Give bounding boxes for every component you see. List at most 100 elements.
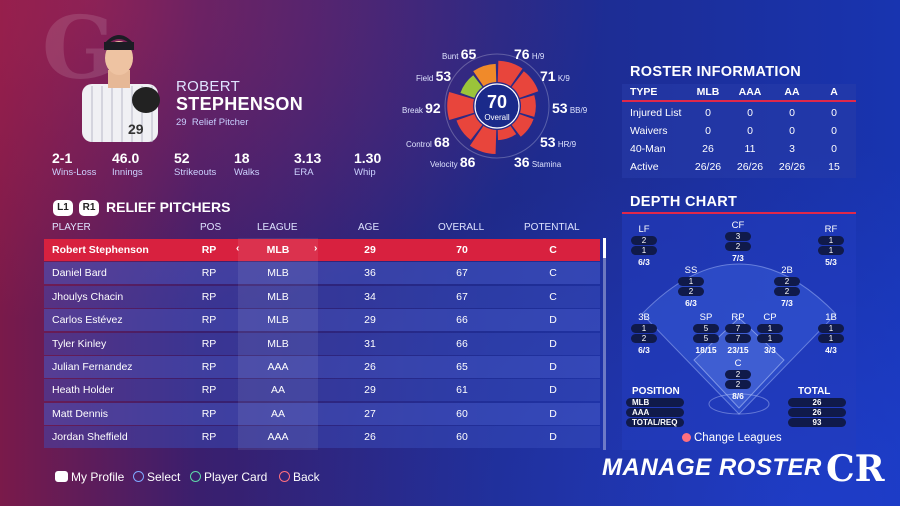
player-avatar: 29 <box>82 35 160 142</box>
roster-info-title: ROSTER INFORMATION <box>630 64 802 80</box>
depth-pos-3b[interactable]: 3B <box>638 312 650 323</box>
cell-league: AA <box>270 384 285 397</box>
depth-count: 2 <box>678 287 704 296</box>
table-row[interactable]: Jordan Sheffield RP AAA 26 60 D <box>44 426 600 449</box>
cell-potential: D <box>549 384 557 397</box>
rating-h9: 76 H/9 <box>514 46 545 62</box>
league-prev-icon[interactable]: ‹ <box>236 243 240 254</box>
col-potential[interactable]: POTENTIAL <box>524 222 580 233</box>
cell-player: Robert Stephenson <box>52 244 149 256</box>
table-row[interactable]: Matt Dennis RP AA 27 60 D <box>44 402 600 425</box>
circle-button-icon <box>279 471 290 482</box>
cell-league: MLB <box>267 314 289 327</box>
depth-pos-ss[interactable]: SS <box>684 265 698 276</box>
roster-col-aa: AA <box>784 86 800 98</box>
roster-row-mlb: 26 <box>702 143 714 155</box>
player-stats: 2-1 Wins-Loss 46.0 Innings 52 Strikeouts 18… <box>52 150 392 180</box>
table-row[interactable]: Robert Stephenson RP MLB 29 70 C ‹ › <box>44 239 600 261</box>
table-row[interactable]: Carlos Estévez RP MLB 29 66 D <box>44 309 600 332</box>
hint-my-profile[interactable]: My Profile <box>55 470 124 484</box>
rating-segment-hr9 <box>511 114 534 137</box>
rating-segment-bb9 <box>520 95 536 117</box>
cell-overall: 61 <box>456 384 468 397</box>
change-leagues-button[interactable]: Change Leagues <box>682 432 782 444</box>
player-number: 29 <box>176 117 187 128</box>
r1-button[interactable]: R1 <box>79 200 99 216</box>
cell-league: AAA <box>267 361 289 373</box>
overall-value: 70 <box>487 92 507 112</box>
rockies-logo: CR <box>826 448 885 490</box>
l1-button[interactable]: L1 <box>53 200 73 216</box>
player-subtitle: 29 Relief Pitcher <box>176 117 248 128</box>
roster-row-mlb: 0 <box>705 107 711 119</box>
roster-info-header <box>622 84 856 102</box>
depth-pos-1b[interactable]: 1B <box>825 312 837 323</box>
cell-pos: RP <box>201 290 217 303</box>
roster-col-type: TYPE <box>630 86 658 98</box>
hint-select[interactable]: Select <box>133 470 180 484</box>
league-next-icon[interactable]: › <box>314 243 318 254</box>
stat-wins-loss: 2-1 Wins-Loss <box>52 150 97 178</box>
roster-row-mlb: 0 <box>705 125 711 137</box>
depth-pos-rp[interactable]: RP <box>731 312 745 323</box>
col-league[interactable]: LEAGUE <box>257 222 298 233</box>
depth-ratio: 6/3 <box>685 298 697 308</box>
col-player[interactable]: PLAYER <box>52 222 91 233</box>
depth-pos-rf[interactable]: RF <box>824 224 838 235</box>
cell-age: 27 <box>364 407 376 420</box>
svg-text:29: 29 <box>128 121 144 137</box>
depth-count: 7 <box>725 324 751 333</box>
cell-pos: RP <box>201 314 217 327</box>
touchpad-icon <box>682 433 691 442</box>
player-last-name: STEPHENSON <box>176 94 304 114</box>
depth-pos-c[interactable]: C <box>734 358 742 369</box>
roster-row-type: Waivers <box>630 125 668 137</box>
table-scrollbar[interactable] <box>603 238 606 450</box>
cell-pos: RP <box>201 384 217 397</box>
cell-overall: 60 <box>456 431 468 444</box>
depth-pos-2b[interactable]: 2B <box>781 265 793 276</box>
depth-count: 2 <box>725 380 751 389</box>
col-overall[interactable]: OVERALL <box>438 222 485 233</box>
depth-ratio: 6/3 <box>638 345 650 355</box>
table-row[interactable]: Heath Holder RP AA 29 61 D <box>44 379 600 402</box>
rating-break: Break 92 <box>402 100 441 116</box>
depth-pos-cp[interactable]: CP <box>763 312 777 323</box>
cell-potential: D <box>549 314 557 327</box>
rating-segment-control <box>456 114 483 141</box>
cell-age: 29 <box>364 314 376 327</box>
cell-age: 31 <box>364 337 376 350</box>
depth-pos-sp[interactable]: SP <box>699 312 713 323</box>
cell-overall: 66 <box>456 314 468 327</box>
depth-count: 1 <box>818 334 844 343</box>
depth-count: 2 <box>774 287 800 296</box>
hint-back[interactable]: Back <box>279 470 320 484</box>
stat-strikeouts: 52 Strikeouts <box>174 150 217 178</box>
cell-potential: D <box>549 337 557 350</box>
depth-ratio: 18/15 <box>695 345 717 355</box>
depth-pos-lf[interactable]: LF <box>638 224 650 235</box>
legend-aaa: AAA <box>626 408 684 417</box>
col-age[interactable]: AGE <box>358 222 380 233</box>
col-pos[interactable]: POS <box>200 222 222 233</box>
hint-player-card[interactable]: Player Card <box>190 470 267 484</box>
roster-row-type: Injured List <box>630 107 682 119</box>
depth-ratio: 5/3 <box>825 257 837 267</box>
rating-segment-k9 <box>511 71 539 98</box>
table-row[interactable]: Tyler Kinley RP MLB 31 66 D <box>44 332 600 355</box>
table-row[interactable]: Jhoulys Chacin RP MLB 34 67 C <box>44 285 600 308</box>
depth-count: 1 <box>757 334 783 343</box>
table-row[interactable]: Julian Fernandez RP AAA 26 65 D <box>44 356 600 378</box>
rating-velocity: Velocity 86 <box>430 154 476 170</box>
depth-pos-cf[interactable]: CF <box>731 220 745 231</box>
touchpad-icon <box>55 471 68 482</box>
cell-pos: RP <box>201 361 217 373</box>
cell-player: Julian Fernandez <box>52 361 133 373</box>
ratings-wheel: 70 Overall Bunt 65 76 H/9 Field 53 71 K/… <box>400 40 600 180</box>
table-row[interactable]: Daniel Bard RP MLB 36 67 C <box>44 262 600 285</box>
cell-pos: RP <box>201 244 217 256</box>
roster-row-aa: 0 <box>789 125 795 137</box>
cell-league: MLB <box>267 337 289 350</box>
hint-label: My Profile <box>71 470 125 484</box>
table-scroll-thumb[interactable] <box>603 238 606 258</box>
